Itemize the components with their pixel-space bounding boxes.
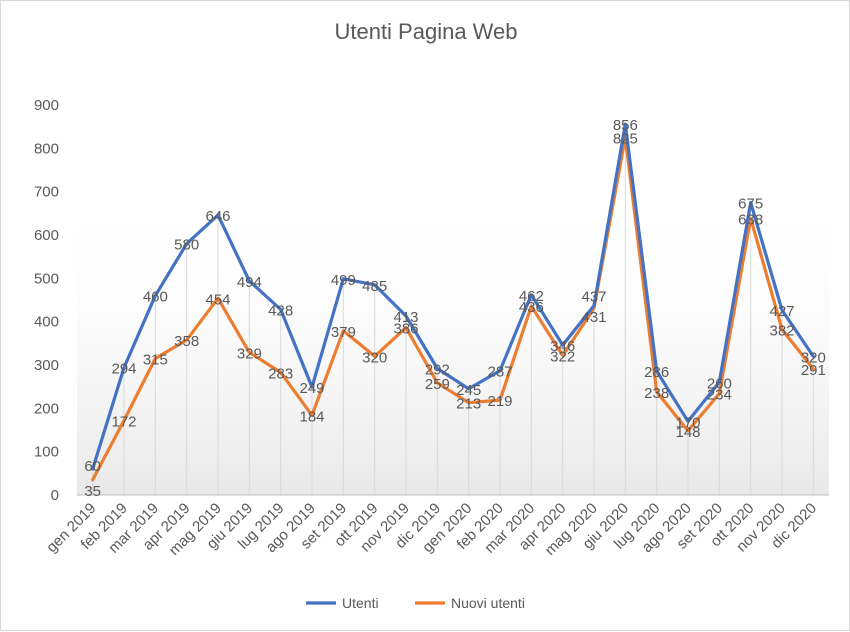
data-label: 234	[707, 387, 732, 404]
y-tick-label: 500	[34, 270, 59, 287]
y-tick-label: 900	[34, 97, 59, 114]
data-label: 238	[644, 385, 669, 402]
data-label: 454	[205, 291, 230, 308]
data-label: 428	[268, 303, 293, 320]
data-label: 437	[581, 289, 606, 306]
data-label: 320	[362, 349, 387, 366]
data-label: 346	[550, 338, 575, 355]
data-label: 499	[331, 272, 356, 289]
data-label: 580	[174, 237, 199, 254]
data-label: 825	[613, 131, 638, 148]
data-label: 856	[613, 117, 638, 134]
data-label: 172	[111, 413, 136, 430]
legend-label: Nuovi utenti	[451, 595, 525, 611]
data-label: 427	[769, 303, 794, 320]
series-line	[91, 122, 815, 471]
data-label: 213	[456, 396, 481, 413]
y-tick-label: 200	[34, 400, 59, 417]
data-label: 358	[174, 333, 199, 350]
data-label: 379	[331, 324, 356, 341]
data-label: 494	[237, 274, 262, 291]
data-label: 291	[801, 362, 826, 379]
y-tick-label: 400	[34, 314, 59, 331]
data-label: 436	[519, 299, 544, 316]
y-tick-label: 0	[51, 487, 59, 504]
legend-label: Utenti	[342, 595, 379, 611]
data-label: 382	[769, 322, 794, 339]
data-label: 386	[393, 321, 418, 338]
data-label: 148	[675, 424, 700, 441]
data-label: 485	[362, 278, 387, 295]
data-label: 322	[550, 348, 575, 365]
data-label: 675	[738, 196, 763, 213]
data-label: 431	[581, 309, 606, 326]
data-label: 283	[268, 365, 293, 382]
data-label: 315	[143, 352, 168, 369]
data-label: 219	[487, 393, 512, 410]
data-label: 462	[519, 288, 544, 305]
data-label: 259	[425, 376, 450, 393]
data-label: 260	[707, 375, 732, 392]
data-label: 287	[487, 364, 512, 381]
data-label: 460	[143, 289, 168, 306]
data-label: 245	[456, 382, 481, 399]
data-label: 170	[675, 414, 700, 431]
data-label: 294	[111, 361, 136, 378]
y-tick-label: 700	[34, 184, 59, 201]
data-label: 638	[738, 212, 763, 229]
data-label: 249	[299, 380, 324, 397]
data-label: 646	[205, 208, 230, 225]
data-label: 35	[84, 483, 101, 500]
y-tick-label: 600	[34, 227, 59, 244]
y-tick-label: 100	[34, 444, 59, 461]
data-label: 286	[644, 364, 669, 381]
data-label: 413	[393, 309, 418, 326]
data-label: 329	[237, 345, 262, 362]
plot-background	[77, 191, 829, 495]
y-tick-label: 300	[34, 357, 59, 374]
y-tick-label: 800	[34, 140, 59, 157]
data-label: 184	[299, 408, 324, 425]
data-label: 60	[84, 458, 101, 475]
data-label: 292	[425, 361, 450, 378]
data-label: 320	[801, 349, 826, 366]
series-line	[91, 135, 815, 482]
chart-title: Utenti Pagina Web	[334, 19, 518, 44]
